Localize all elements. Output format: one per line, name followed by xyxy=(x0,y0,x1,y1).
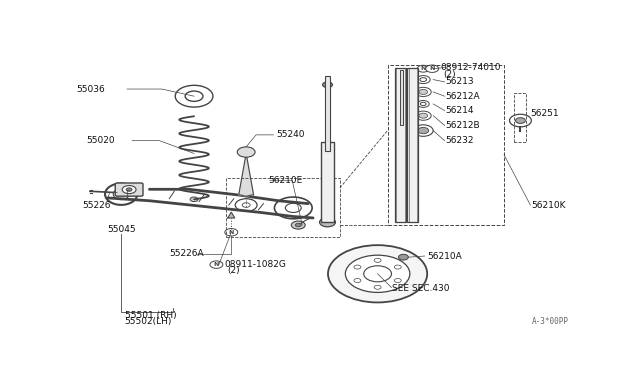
Text: 55501 (RH): 55501 (RH) xyxy=(125,311,176,320)
Circle shape xyxy=(515,118,525,124)
Polygon shape xyxy=(228,212,235,218)
Circle shape xyxy=(394,265,401,269)
Text: 55240: 55240 xyxy=(276,130,305,140)
Text: 55226A: 55226A xyxy=(169,249,204,258)
Circle shape xyxy=(323,82,332,87)
Text: (2): (2) xyxy=(227,266,239,275)
Text: SEE SEC.430: SEE SEC.430 xyxy=(392,283,450,293)
Circle shape xyxy=(190,197,198,202)
Text: 56212B: 56212B xyxy=(445,121,480,130)
Circle shape xyxy=(354,265,361,269)
Bar xyxy=(400,70,403,125)
Circle shape xyxy=(418,128,429,134)
Polygon shape xyxy=(239,154,253,196)
Text: 55502(LH): 55502(LH) xyxy=(125,317,172,326)
Text: A-3*00PP: A-3*00PP xyxy=(532,317,568,326)
Circle shape xyxy=(394,279,401,282)
Text: 55036: 55036 xyxy=(76,84,105,93)
Circle shape xyxy=(354,279,361,282)
Text: (2): (2) xyxy=(444,70,456,78)
Text: 56214: 56214 xyxy=(445,106,474,115)
Circle shape xyxy=(328,245,428,302)
Circle shape xyxy=(417,65,429,72)
Text: N: N xyxy=(214,262,219,267)
Circle shape xyxy=(237,147,255,157)
Text: 08912-74010: 08912-74010 xyxy=(440,63,501,72)
Bar xyxy=(408,68,419,222)
Text: 08911-1082G: 08911-1082G xyxy=(225,260,287,269)
Circle shape xyxy=(419,89,428,94)
Circle shape xyxy=(399,254,408,260)
Bar xyxy=(395,68,406,222)
Text: N: N xyxy=(429,66,435,71)
Text: 56251: 56251 xyxy=(531,109,559,118)
Circle shape xyxy=(225,228,237,236)
Bar xyxy=(321,142,334,222)
Text: 55226: 55226 xyxy=(83,201,111,211)
Circle shape xyxy=(346,255,410,292)
Circle shape xyxy=(122,186,136,193)
Text: 55045: 55045 xyxy=(108,225,136,234)
Bar xyxy=(324,76,330,151)
Circle shape xyxy=(126,188,132,191)
Circle shape xyxy=(210,261,223,268)
Circle shape xyxy=(419,113,428,118)
Circle shape xyxy=(295,223,301,227)
Text: 56213: 56213 xyxy=(445,77,474,86)
FancyBboxPatch shape xyxy=(115,183,143,196)
Circle shape xyxy=(374,258,381,262)
Circle shape xyxy=(319,218,335,227)
Circle shape xyxy=(374,285,381,289)
Text: 56232: 56232 xyxy=(445,136,474,145)
Text: N: N xyxy=(420,66,426,71)
Text: 55020: 55020 xyxy=(86,136,115,145)
Text: 56210K: 56210K xyxy=(531,201,566,209)
Text: 56212A: 56212A xyxy=(445,92,480,101)
Circle shape xyxy=(291,221,305,229)
Text: N: N xyxy=(228,230,234,235)
Text: 56210A: 56210A xyxy=(428,251,462,260)
Circle shape xyxy=(426,65,438,73)
Circle shape xyxy=(509,114,531,127)
Text: 56210E: 56210E xyxy=(269,176,303,185)
